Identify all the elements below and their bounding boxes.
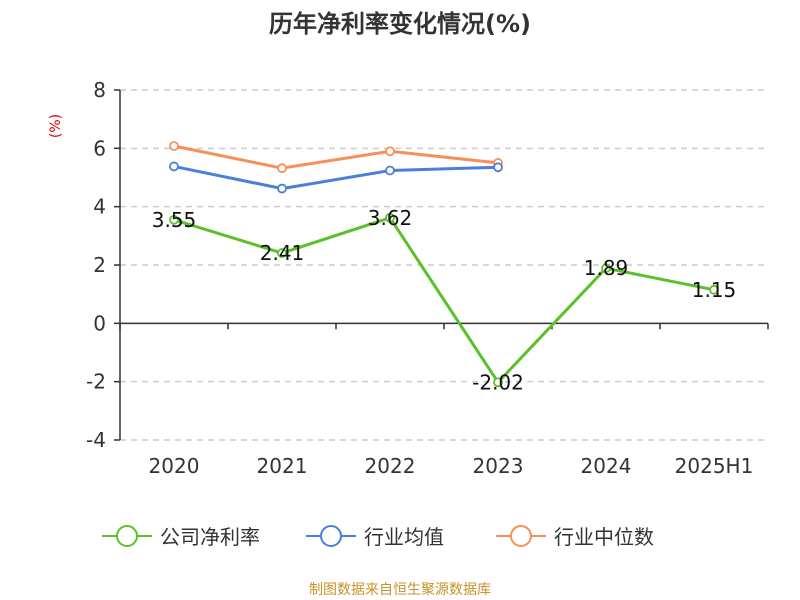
series-line <box>173 164 499 191</box>
legend-label: 公司净利率 <box>160 525 260 549</box>
data-point <box>385 165 395 176</box>
legend-label: 行业中位数 <box>554 525 654 549</box>
y-tick-label: 0 <box>93 311 106 335</box>
legend-label: 行业均值 <box>364 525 444 549</box>
data-point <box>493 377 503 388</box>
legend-item[interactable]: 行业中位数 <box>496 525 654 549</box>
y-axis-unit-label: (%) <box>48 114 64 138</box>
data-point <box>601 263 611 274</box>
data-point <box>277 163 287 174</box>
x-tick-label: 2022 <box>365 454 416 478</box>
data-label: 1.15 <box>692 278 737 302</box>
data-label: 2.41 <box>260 241 305 265</box>
data-label: 3.62 <box>368 206 413 230</box>
data-point <box>169 141 179 151</box>
data-point <box>709 284 719 295</box>
source-note: 制图数据来自恒生聚源数据库 <box>309 582 491 598</box>
data-labels: 3.55 2.41 3.62 -2.02 1.89 1.15 <box>152 206 737 395</box>
y-tick-label: 8 <box>93 78 106 102</box>
legend-circle-icon <box>320 525 342 547</box>
data-point <box>169 161 179 172</box>
x-tick-label: 2020 <box>149 454 200 478</box>
x-tick-label: 2025H1 <box>675 454 754 478</box>
data-point <box>277 183 287 194</box>
y-tick-label: 4 <box>93 195 106 219</box>
y-tick-label: -2 <box>86 370 106 394</box>
series-lines <box>169 141 719 388</box>
legend-circle-icon <box>510 525 532 547</box>
grid-lines <box>120 89 768 441</box>
data-point <box>385 146 395 157</box>
x-tick-label: 2021 <box>257 454 308 478</box>
legend-circle-icon <box>116 525 138 547</box>
legend[interactable]: 公司净利率 行业均值 行业中位数 <box>102 525 654 549</box>
data-point <box>493 162 503 173</box>
legend-item[interactable]: 公司净利率 <box>102 525 260 549</box>
legend-item[interactable]: 行业均值 <box>306 525 444 549</box>
x-tick-label: 2023 <box>473 454 524 478</box>
y-tick-label: 6 <box>93 136 106 160</box>
y-tick-label: -4 <box>86 428 106 452</box>
series-line <box>173 216 715 384</box>
axes: -4 -2 0 2 4 6 8 2020 2021 2022 2023 2024 2025H1 <box>86 78 769 478</box>
data-point <box>169 214 179 225</box>
chart-title: 历年净利率变化情况(%) <box>269 10 531 38</box>
data-label: 1.89 <box>584 256 629 280</box>
data-label: -2.02 <box>472 370 524 394</box>
x-tick-label: 2024 <box>581 454 632 478</box>
data-point <box>385 212 395 223</box>
series-line <box>173 144 499 170</box>
y-tick-label: 2 <box>93 253 106 277</box>
data-point <box>277 248 287 258</box>
data-label: 3.55 <box>152 208 197 232</box>
